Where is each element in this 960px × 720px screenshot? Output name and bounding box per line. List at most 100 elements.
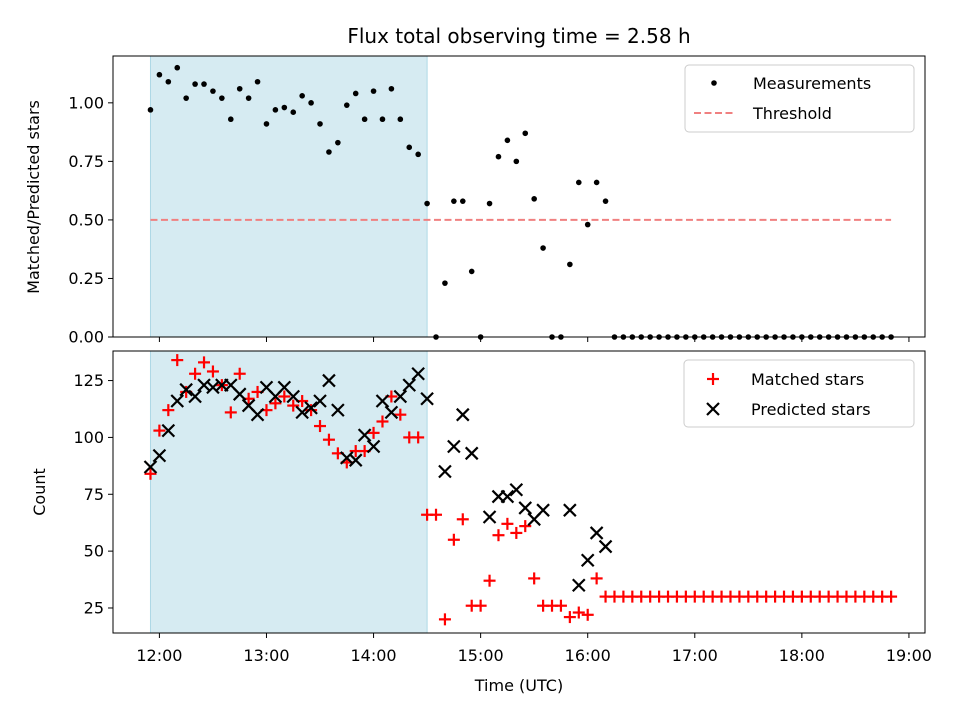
measurement-point [513, 158, 520, 165]
predicted-star-point [464, 446, 479, 461]
top-legend: Measurements Threshold [684, 64, 915, 133]
x-stroke-b [393, 389, 408, 404]
matched-star-point [590, 572, 603, 585]
x-stroke-b [500, 489, 515, 504]
x-tick-label: 13:00 [243, 646, 289, 665]
legend-label-predicted-stars: Predicted stars [751, 400, 871, 419]
legend-label-measurements: Measurements [753, 74, 871, 93]
matched-star-point [456, 513, 469, 526]
x-stroke-b [241, 398, 256, 413]
measurement-point [451, 198, 457, 204]
x-stroke-b [348, 453, 363, 467]
matched-star-point [198, 356, 211, 369]
x-stroke-b [580, 553, 595, 568]
measurement-point [424, 200, 430, 207]
measurement-point [602, 198, 609, 204]
measurement-point [201, 81, 207, 87]
matched-star-point [438, 613, 451, 626]
y-tick-label: 75 [84, 485, 104, 504]
y-tick-label: 100 [73, 428, 104, 447]
measurement-point [254, 78, 261, 85]
measurement-point [236, 85, 243, 92]
y-tick-label: 25 [84, 598, 104, 617]
x-stroke-b [250, 407, 265, 422]
y-tick-label: 0.50 [68, 210, 104, 229]
x-stroke-b [188, 389, 202, 404]
bottom-panel: 25 50 75 100 125 12:00 13:00 14:00 15:00 16:00 17… [30, 350, 932, 695]
x-stroke-b [447, 439, 461, 454]
matched-star-point [510, 526, 523, 539]
predicted-star-point [572, 578, 586, 593]
measurement-point [388, 85, 395, 92]
predicted-star-point [375, 394, 390, 408]
x-tick-label: 16:00 [565, 646, 611, 665]
predicted-star-point [295, 405, 309, 420]
matched-star-point [314, 420, 327, 433]
predicted-star-point [518, 501, 533, 515]
x-stroke-b [509, 482, 524, 497]
x-stroke-b [232, 387, 247, 401]
measurement-point [567, 261, 573, 268]
measurement-point [522, 130, 529, 137]
measurement-point [370, 88, 377, 94]
measurement-point [317, 121, 323, 127]
measurement-point [165, 78, 172, 85]
x-stroke-b [206, 380, 220, 395]
x-stroke-b [464, 446, 479, 461]
x-stroke-b [572, 578, 586, 593]
matched-star-point [474, 599, 487, 612]
x-stroke-b [224, 378, 238, 392]
predicted-star-point [420, 391, 434, 406]
predicted-star-point [456, 407, 470, 422]
predicted-star-point [143, 460, 158, 474]
predicted-star-point [313, 394, 327, 408]
matched-stars-series [144, 354, 898, 626]
bottom-x-ticks: 12:00 13:00 14:00 15:00 16:00 17:00 18:00 19:00 [136, 633, 932, 665]
matched-star-point [162, 404, 175, 417]
measurement-point [486, 200, 493, 207]
measurement-point [495, 153, 502, 160]
x-stroke-b [536, 503, 550, 517]
matched-star-point [144, 467, 157, 480]
predicted-star-point [536, 503, 550, 517]
bottom-y-axis-label: Count [30, 468, 49, 516]
bottom-axes-frame [112, 350, 926, 634]
measurement-point [352, 90, 359, 97]
matched-star-point [581, 608, 594, 621]
predicted-star-point [161, 423, 176, 438]
x-stroke-b [482, 510, 497, 524]
matched-star-point [572, 606, 585, 619]
x-stroke-b [438, 464, 452, 479]
x-stroke-b [366, 439, 381, 454]
x-stroke-b [518, 501, 533, 515]
top-legend-frame [684, 64, 915, 133]
measurement-point [290, 109, 297, 115]
x-stroke-b [170, 394, 185, 408]
bottom-x-axis-label: Time (UTC) [474, 676, 563, 695]
x-tick-label: 18:00 [779, 646, 825, 665]
measurement-point [299, 93, 305, 99]
measurement-point [442, 280, 448, 286]
measurement-point [156, 71, 163, 78]
predicted-star-point [580, 553, 595, 568]
x-tick-label: 12:00 [136, 646, 182, 665]
predicted-star-point [509, 482, 524, 497]
measurement-point [281, 104, 288, 111]
predicted-star-point [232, 387, 247, 401]
x-tick-label: 19:00 [886, 646, 932, 665]
predicted-star-point [286, 389, 301, 404]
predicted-star-point [447, 439, 461, 454]
predicted-star-point [598, 539, 613, 554]
legend-label-threshold: Threshold [752, 104, 832, 123]
top-title: Flux total observing time = 2.58 h [347, 24, 690, 48]
top-y-ticks: 0.00 0.25 0.50 0.75 1.00 [68, 93, 113, 347]
measurement-point [308, 100, 314, 106]
measurement-point [272, 107, 279, 113]
measurement-point [245, 95, 252, 101]
predicted-star-point [384, 405, 399, 420]
predicted-star-point [331, 403, 345, 417]
matched-star-point [519, 520, 532, 533]
measurement-point [227, 116, 234, 123]
matched-star-point [305, 404, 318, 417]
